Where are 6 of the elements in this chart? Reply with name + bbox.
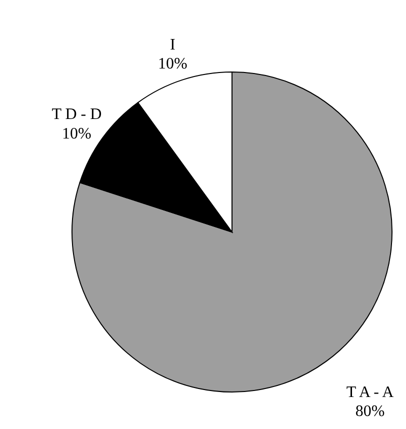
data-label: 80% — [355, 403, 385, 420]
slice-label: T A - A — [346, 384, 394, 401]
slice-label: T D - D — [52, 106, 102, 124]
slice-label: I — [170, 36, 176, 54]
data-label: 10% — [62, 125, 92, 142]
data-label: 10% — [158, 56, 188, 73]
